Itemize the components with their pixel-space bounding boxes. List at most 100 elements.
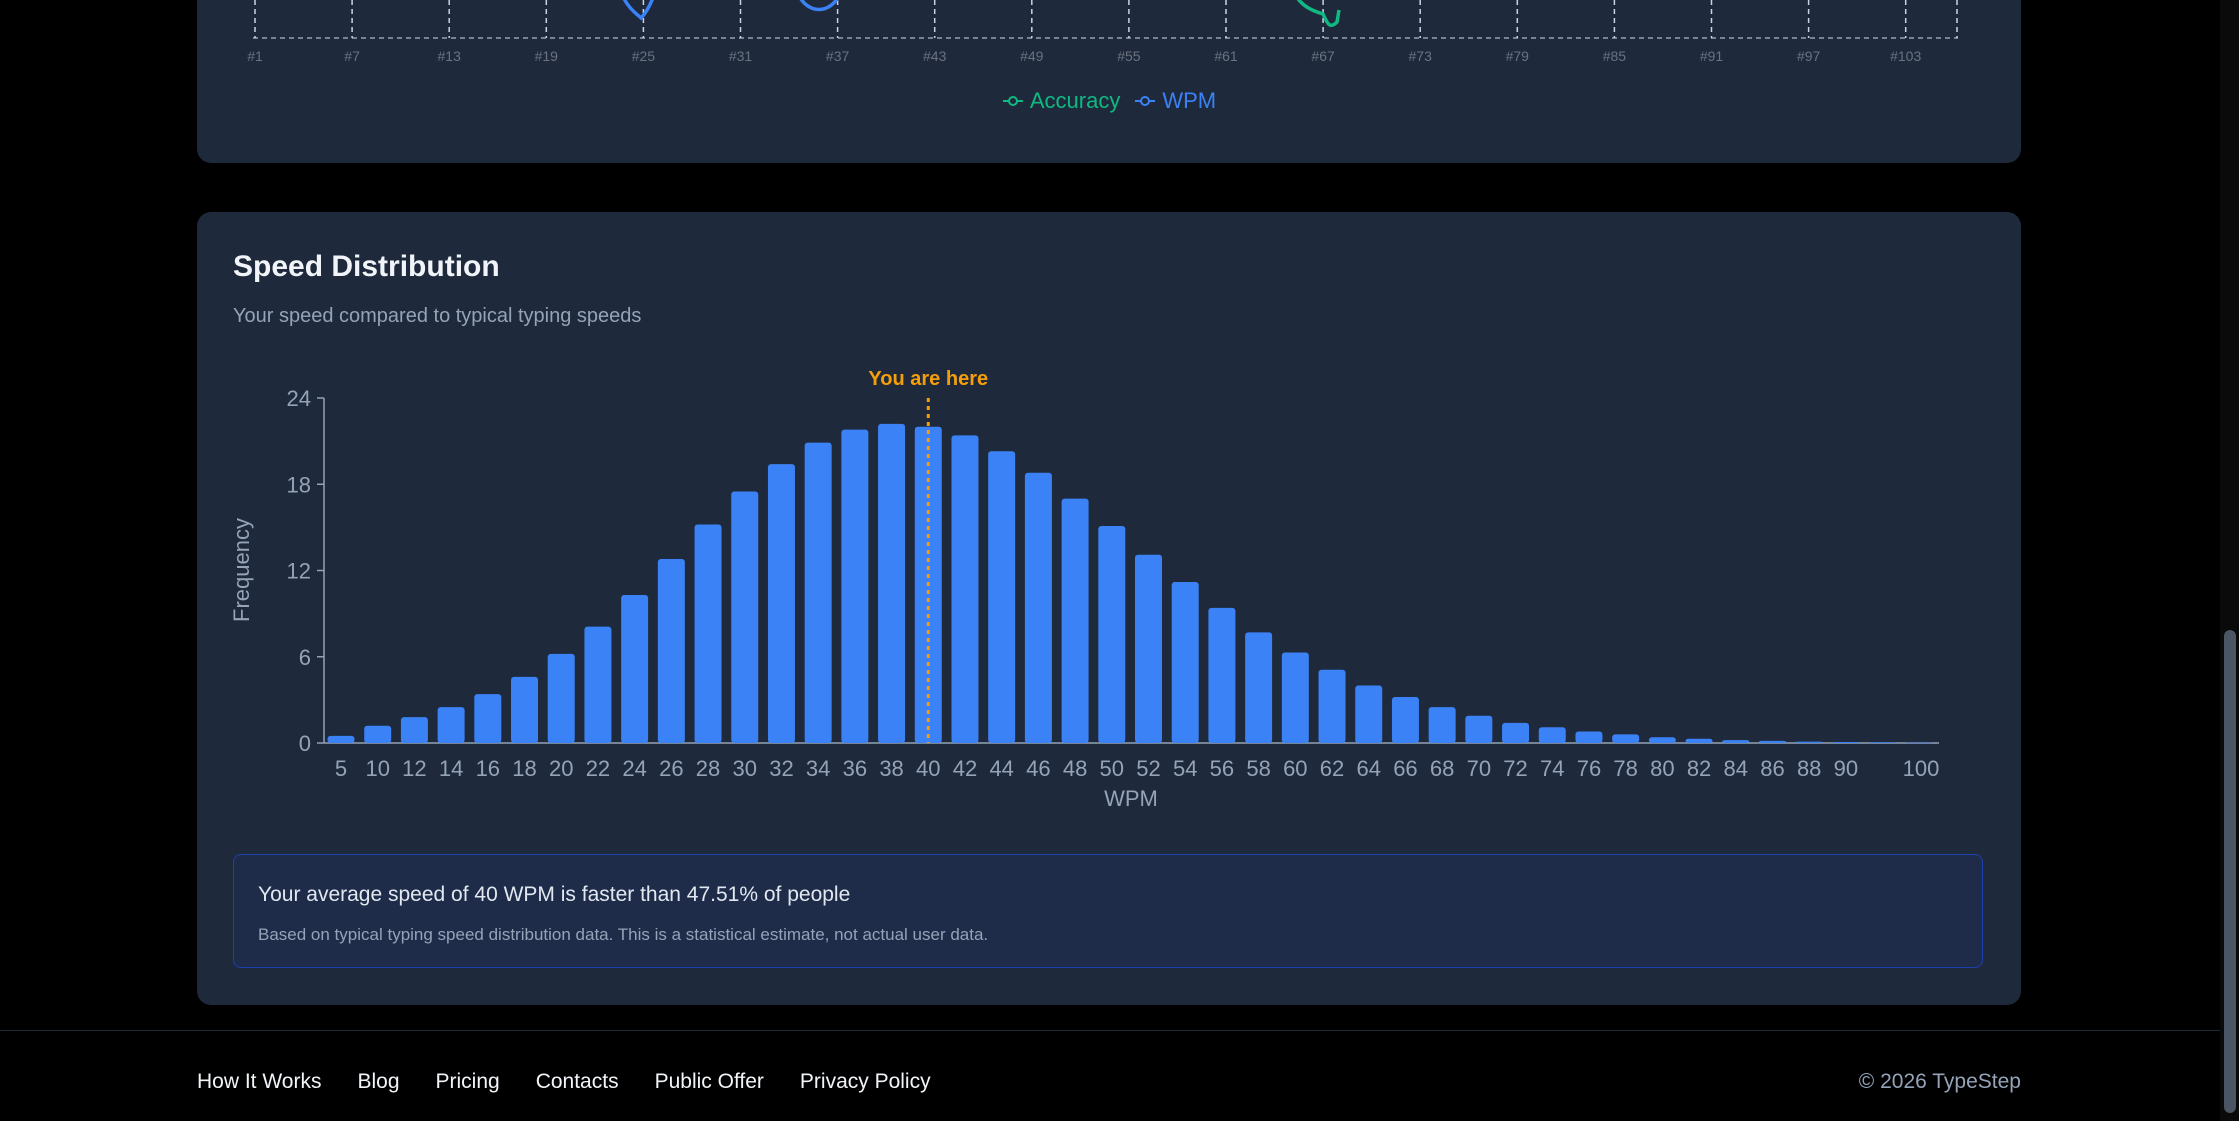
history-chart: #1 #7 #13 #19 #25 #31 #37 #43 #49 #55 #61 #67 #73 #79… (247, 0, 1958, 64)
legend-wpm-label: WPM (1162, 88, 1217, 113)
wpm-line-segment (799, 0, 839, 12)
y-tick-label: 18 (287, 472, 311, 497)
y-tick-label: 24 (287, 386, 311, 411)
distribution-bar (657, 559, 685, 743)
distribution-bar (1428, 707, 1456, 743)
footer-link-privacy-policy[interactable]: Privacy Policy (799, 1070, 931, 1093)
x-tick-label: 76 (1577, 756, 1601, 781)
history-x-tick-label: #103 (1890, 48, 1921, 64)
distribution-bar (621, 594, 649, 743)
history-x-tick-label: #1 (247, 48, 263, 64)
footer-link-blog[interactable]: Blog (357, 1070, 400, 1093)
x-tick-label: 38 (879, 756, 903, 781)
history-x-tick-label: #79 (1506, 48, 1530, 64)
x-tick-label: 20 (549, 756, 573, 781)
x-tick-label: 58 (1246, 756, 1270, 781)
x-tick-label: 56 (1210, 756, 1234, 781)
history-x-tick-label: #31 (729, 48, 753, 64)
x-tick-label: 24 (622, 756, 646, 781)
x-tick-label: 28 (696, 756, 720, 781)
history-x-tick-label: #91 (1700, 48, 1724, 64)
x-tick-label: 26 (659, 756, 683, 781)
x-tick-label: 60 (1283, 756, 1307, 781)
history-x-tick-label: #49 (1020, 48, 1044, 64)
x-tick-label: 14 (439, 756, 463, 781)
distribution-bar (1171, 582, 1199, 743)
distribution-bar (1355, 685, 1383, 743)
distribution-bar (511, 676, 539, 743)
footer-link-contacts[interactable]: Contacts (535, 1070, 619, 1093)
distribution-bar (804, 442, 832, 743)
distribution-bar (1318, 669, 1346, 743)
card-subtitle: Your speed compared to typical typing sp… (233, 305, 642, 327)
x-tick-label: 66 (1393, 756, 1417, 781)
distribution-bar (1905, 742, 1933, 744)
x-tick-label: 100 (1903, 756, 1940, 781)
x-tick-label: 22 (586, 756, 610, 781)
scrollbar-thumb[interactable] (2224, 630, 2236, 1113)
distribution-bar (1135, 554, 1162, 743)
footer-link-public-offer[interactable]: Public Offer (654, 1070, 764, 1093)
history-x-tick-label: #85 (1603, 48, 1627, 64)
distribution-bar (878, 423, 906, 743)
distribution-bar (1098, 525, 1126, 743)
x-tick-label: 84 (1724, 756, 1748, 781)
percentile-disclaimer: Based on typical typing speed distributi… (258, 925, 989, 944)
x-tick-label: 10 (365, 756, 389, 781)
x-tick-label: 44 (989, 756, 1013, 781)
speed-distribution-card: Speed Distribution Your speed compared t… (197, 212, 2021, 1005)
distribution-bar (364, 725, 392, 743)
page-scrollbar[interactable] (2220, 0, 2239, 1121)
x-tick-label: 34 (806, 756, 830, 781)
footer-link-how-it-works[interactable]: How It Works (197, 1070, 322, 1093)
legend-wpm[interactable]: WPM (1134, 88, 1216, 114)
history-x-tick-label: #55 (1117, 48, 1141, 64)
x-tick-label: 62 (1320, 756, 1344, 781)
distribution-bar (767, 464, 795, 743)
distribution-bar (437, 707, 465, 743)
your-speed-marker-label: You are here (868, 368, 988, 390)
footer-divider (0, 1030, 2220, 1031)
x-tick-label: 80 (1650, 756, 1674, 781)
distribution-bar (988, 451, 1016, 743)
percentile-statement: Your average speed of 40 WPM is faster t… (258, 883, 851, 906)
distribution-bar (841, 429, 869, 743)
card-title: Speed Distribution (233, 250, 500, 283)
distribution-bar (327, 735, 355, 743)
distribution-bar (1612, 734, 1640, 743)
distribution-bar (1061, 498, 1089, 743)
x-tick-label: 74 (1540, 756, 1564, 781)
history-x-tick-label: #67 (1311, 48, 1335, 64)
distribution-bar (1722, 740, 1750, 743)
x-tick-label: 12 (402, 756, 426, 781)
distribution-bar (474, 694, 502, 743)
legend-accuracy-label: Accuracy (1029, 88, 1121, 113)
wpm-legend-icon (1135, 96, 1156, 106)
distribution-bar (1685, 738, 1713, 743)
percentile-info-box: Your average speed of 40 WPM is faster t… (233, 854, 1983, 968)
legend-accuracy[interactable]: Accuracy (1002, 88, 1120, 114)
x-tick-label: 54 (1173, 756, 1197, 781)
history-x-tick-label: #25 (632, 48, 656, 64)
footer-link-pricing[interactable]: Pricing (435, 1070, 500, 1093)
x-axis-title: WPM (1104, 786, 1158, 811)
x-tick-label: 32 (769, 756, 793, 781)
x-tick-label: 30 (733, 756, 757, 781)
accuracy-legend-icon (1002, 96, 1023, 106)
x-tick-label: 88 (1797, 756, 1821, 781)
distribution-bar (1208, 607, 1236, 743)
accuracy-line-segment (1296, 0, 1341, 27)
history-x-tick-label: #13 (438, 48, 462, 64)
x-tick-label: 82 (1687, 756, 1711, 781)
distribution-bar (1795, 741, 1823, 743)
distribution-bar (1575, 731, 1603, 743)
x-tick-label: 90 (1834, 756, 1858, 781)
wpm-line-segment (622, 0, 654, 21)
distribution-bar (1391, 697, 1419, 743)
history-x-tick-label: #19 (535, 48, 559, 64)
x-tick-label: 86 (1760, 756, 1784, 781)
distribution-bar (400, 717, 428, 743)
x-tick-label: 70 (1467, 756, 1491, 781)
distribution-bar (1502, 722, 1530, 743)
x-tick-label: 16 (476, 756, 500, 781)
